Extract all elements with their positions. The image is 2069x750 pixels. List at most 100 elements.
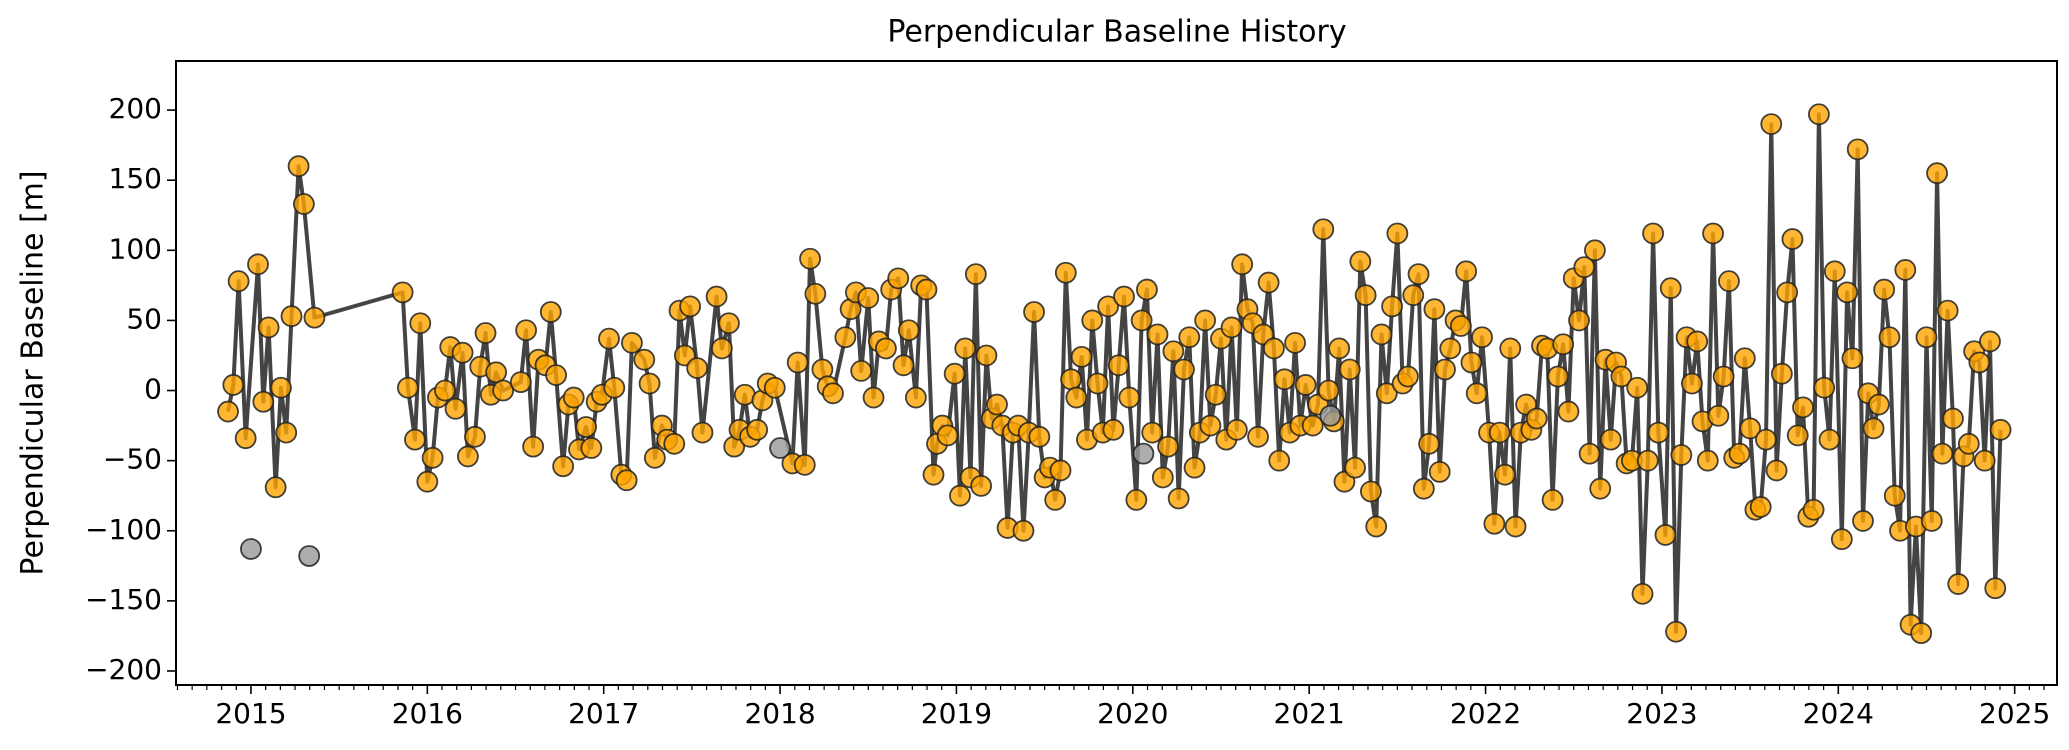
data-point	[409, 312, 432, 335]
data-point	[298, 545, 321, 567]
data-point	[705, 285, 728, 308]
data-point	[1102, 418, 1125, 441]
data-point	[1070, 345, 1093, 368]
data-point	[270, 376, 292, 399]
data-point	[1157, 435, 1179, 458]
data-point	[1204, 383, 1227, 406]
data-point	[1926, 162, 1948, 185]
data-point	[986, 393, 1008, 416]
data-point	[1807, 103, 1830, 126]
data-point	[1686, 330, 1709, 353]
data-point	[857, 287, 880, 309]
data-point	[1755, 428, 1777, 451]
data-point	[1263, 337, 1285, 360]
x-tick-label: 2020	[1097, 697, 1168, 730]
data-point	[1412, 477, 1435, 500]
data-point	[1146, 323, 1169, 346]
data-point	[1867, 393, 1890, 416]
data-point	[621, 331, 643, 354]
data-point	[1841, 347, 1864, 370]
y-tick-label: −150	[85, 583, 162, 616]
data-point	[275, 421, 298, 444]
data-point	[1696, 449, 1719, 472]
data-point	[1776, 281, 1799, 304]
data-point	[509, 371, 532, 394]
data-point	[1162, 340, 1185, 363]
data-point	[562, 386, 585, 409]
data-point	[1344, 456, 1366, 479]
data-point	[1494, 463, 1516, 486]
data-point	[822, 382, 844, 405]
y-axis-label: Perpendicular Baseline [m]	[16, 170, 51, 575]
data-point	[1578, 442, 1601, 465]
y-tick-label: −50	[103, 443, 162, 476]
data-point	[1541, 489, 1564, 511]
data-point	[964, 263, 987, 286]
data-point	[874, 337, 897, 360]
data-point	[1852, 510, 1874, 532]
data-point	[1936, 299, 1959, 322]
data-point	[1471, 326, 1493, 349]
data-point	[1449, 315, 1472, 337]
data-point	[1141, 421, 1164, 444]
data-point	[1136, 278, 1158, 301]
data-point	[1125, 489, 1148, 511]
data-point	[1942, 407, 1964, 430]
x-tick-label: 2024	[1803, 697, 1874, 730]
x-tick-label: 2025	[1979, 697, 2050, 730]
data-point	[1712, 365, 1735, 388]
data-point	[1957, 432, 1980, 455]
data-point	[904, 386, 927, 409]
data-point	[456, 445, 479, 468]
data-point	[686, 357, 709, 379]
data-point	[1846, 138, 1869, 161]
data-point	[1118, 386, 1141, 409]
data-point	[936, 424, 959, 447]
data-point	[391, 281, 414, 304]
y-tick-label: 100	[109, 232, 162, 265]
data-point	[799, 247, 821, 270]
data-point	[1786, 424, 1809, 447]
data-point	[257, 316, 280, 339]
data-point	[1802, 498, 1825, 521]
data-point	[1423, 298, 1446, 321]
y-tick-label: 200	[109, 92, 162, 125]
data-point	[1728, 442, 1751, 465]
data-point	[1097, 295, 1120, 318]
data-point	[949, 484, 971, 507]
data-point	[1792, 396, 1814, 419]
data-point	[1130, 309, 1153, 332]
data-point	[522, 435, 545, 458]
data-point	[1301, 414, 1324, 437]
data-point	[850, 359, 873, 382]
data-point	[1338, 358, 1361, 381]
data-point	[633, 348, 656, 371]
data-point	[1028, 425, 1051, 448]
data-point	[397, 376, 419, 399]
data-point	[1770, 362, 1793, 385]
data-point	[1231, 253, 1254, 276]
data-point	[1319, 404, 1342, 427]
data-point	[1823, 260, 1846, 283]
data-point	[663, 432, 686, 455]
data-point	[710, 337, 733, 360]
x-tick-label: 2017	[568, 697, 639, 730]
data-point	[1610, 365, 1633, 388]
data-point	[580, 437, 603, 459]
data-point	[1718, 270, 1740, 293]
data-point	[444, 397, 467, 420]
data-point	[1702, 222, 1724, 245]
data-point	[1749, 496, 1772, 518]
data-point	[1381, 295, 1403, 318]
data-point	[1659, 277, 1682, 300]
data-point	[1681, 372, 1703, 395]
data-point	[1328, 337, 1351, 360]
data-point	[1584, 239, 1606, 262]
data-point	[1504, 515, 1527, 538]
data-point	[1439, 337, 1462, 360]
data-point	[1525, 407, 1548, 430]
data-point	[1199, 414, 1222, 437]
x-tick-label: 2016	[392, 697, 463, 730]
